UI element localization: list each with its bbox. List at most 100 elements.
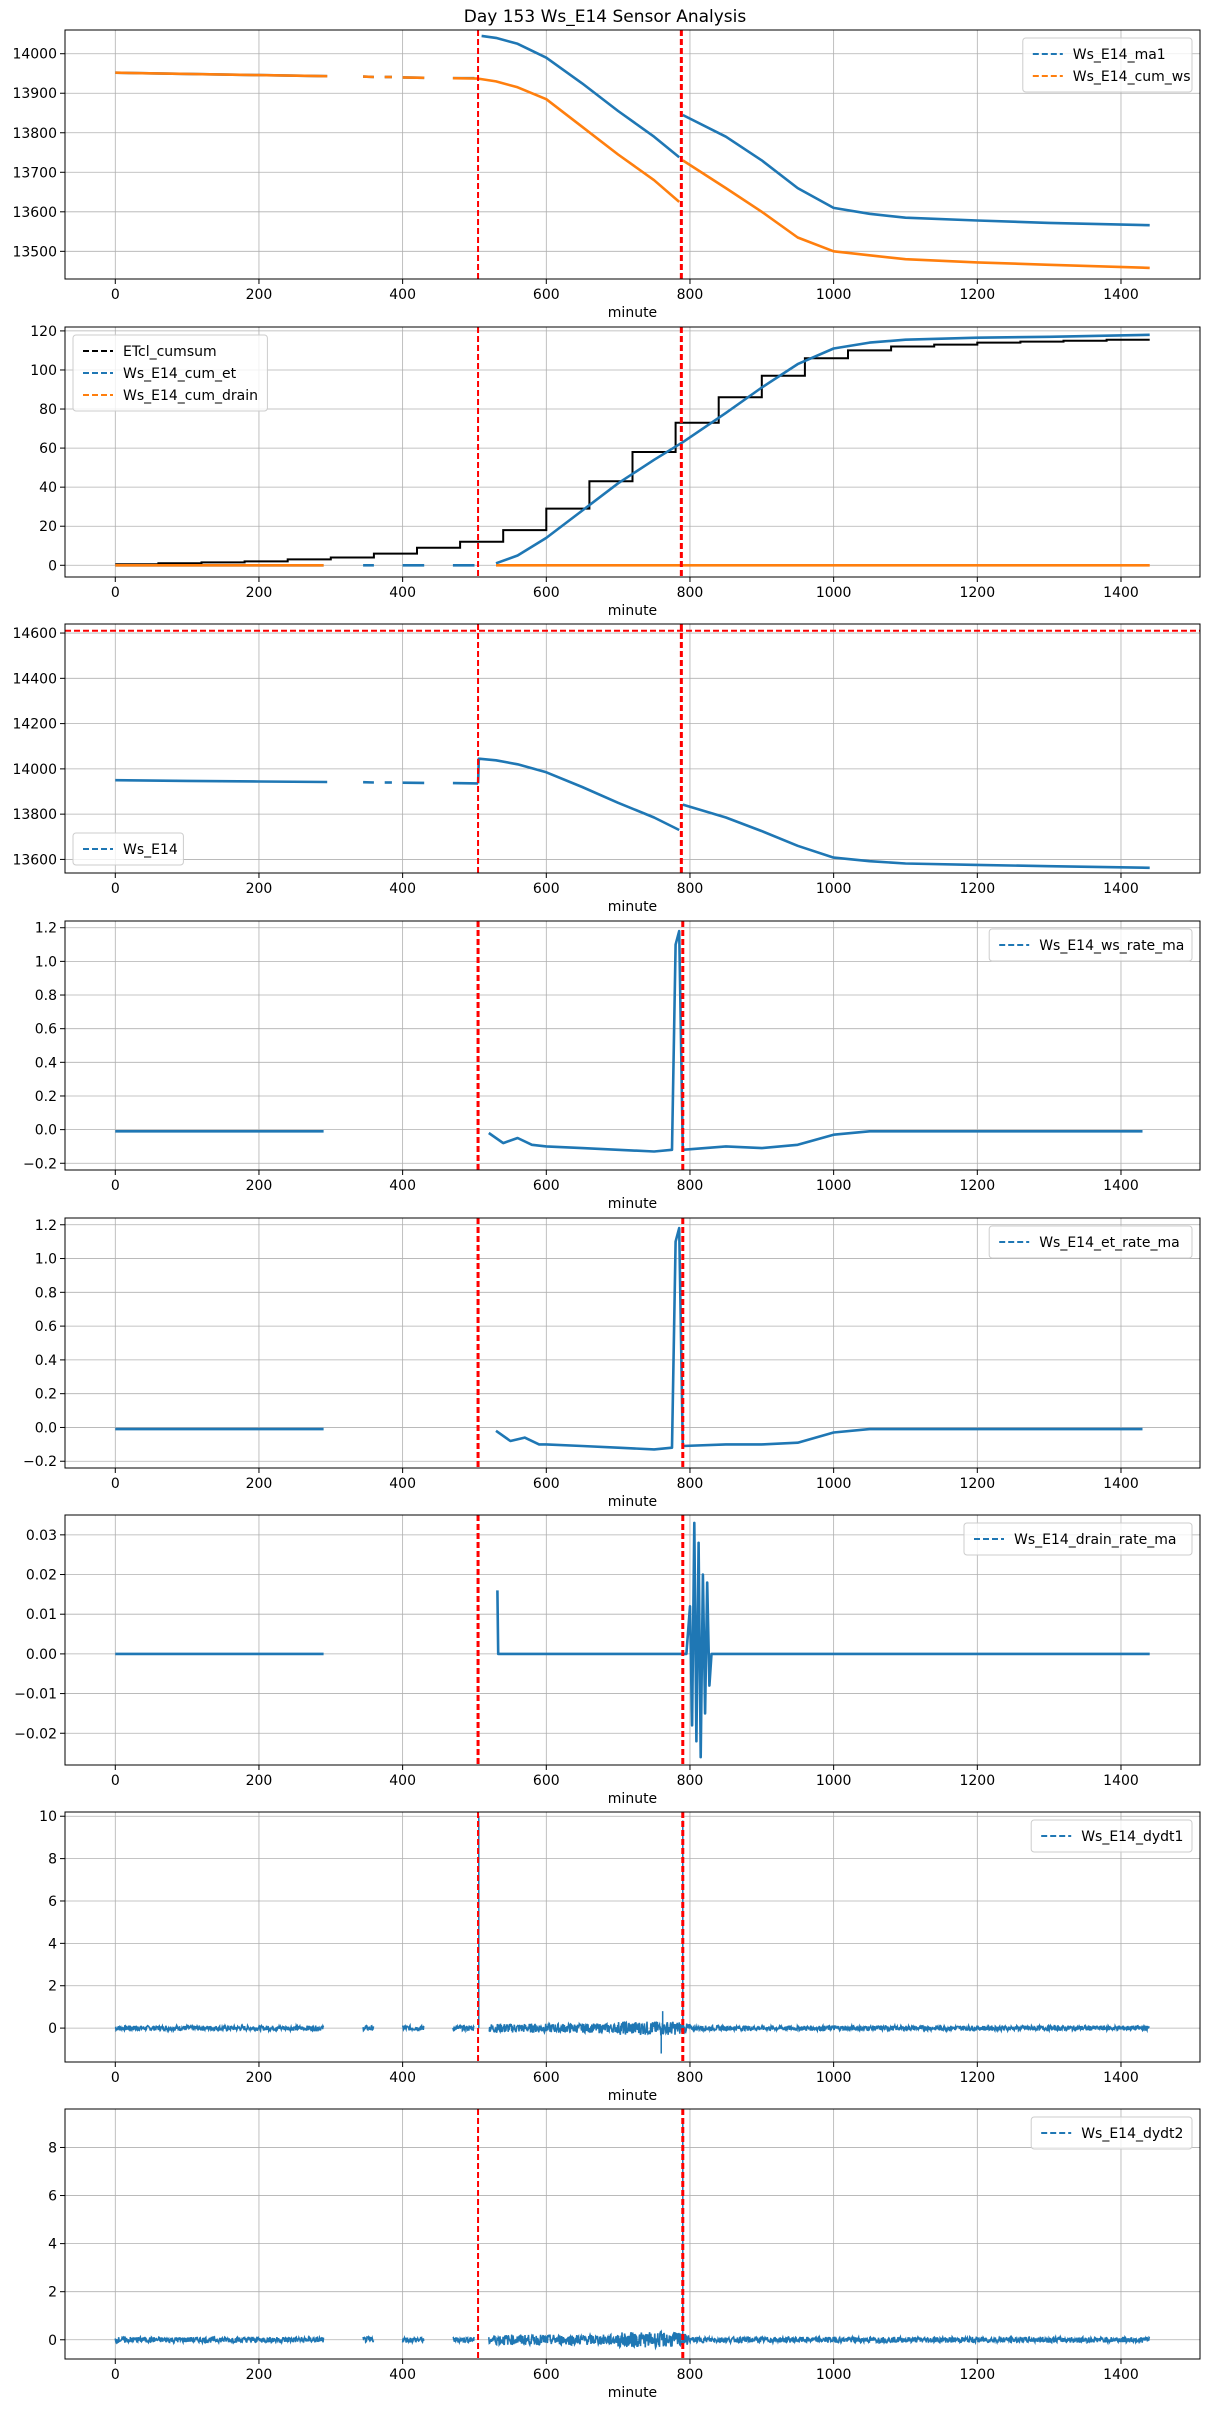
series-Ws_E14 — [115, 757, 1150, 870]
series-line — [452, 2023, 475, 2034]
legend-entry: Ws_E14_ma1 — [1073, 47, 1166, 63]
x-tick-label: 200 — [246, 1476, 273, 1492]
y-tick-label: 4 — [48, 2237, 57, 2253]
chart-panel-7: 0 200 400 600 800 1000 1200 1400 0 2 4 6 8 10 minute Ws… — [39, 1809, 1201, 2104]
series-Ws_E14_cum_ws — [115, 71, 1150, 270]
y-tick-label: 14200 — [12, 717, 57, 733]
series-Ws_E14_dydt2 — [114, 2118, 1151, 2351]
y-tick-label: 0.8 — [35, 1285, 57, 1301]
x-tick-label: 1200 — [959, 2367, 995, 2383]
y-tick-label: 100 — [30, 363, 57, 379]
y-tick-label: 1.0 — [35, 954, 57, 970]
x-tick-label: 1200 — [959, 1476, 995, 1492]
x-tick-label: 1400 — [1103, 287, 1139, 303]
legend: Ws_E14_dydt2 — [1030, 2116, 1193, 2150]
axes-frame — [64, 1811, 1201, 2063]
y-tick-label: 1.0 — [35, 1252, 57, 1268]
series-line — [496, 1521, 1150, 1759]
x-tick-label: 1000 — [816, 585, 852, 601]
y-tick-label: 0.2 — [35, 1089, 57, 1105]
y-tick-label: 40 — [39, 480, 57, 496]
y-tick-label: 14400 — [12, 671, 57, 687]
legend-box — [963, 1522, 1193, 1556]
x-tick-label: 200 — [246, 1773, 273, 1789]
y-tick-label: 13800 — [12, 807, 57, 823]
series-ETcl_cumsum — [115, 338, 1150, 566]
legend-entry: Ws_E14_drain_rate_ma — [1014, 1532, 1176, 1548]
x-tick-label: 800 — [677, 1178, 704, 1194]
x-tick-label: 1400 — [1103, 881, 1139, 897]
axes-frame — [64, 326, 1201, 578]
series-Ws_E14_et_rate_ma — [115, 1226, 1143, 1451]
legend-box — [988, 928, 1193, 962]
x-tick-label: 800 — [677, 585, 704, 601]
x-tick-label: 1000 — [816, 1773, 852, 1789]
series-line — [114, 2022, 325, 2034]
y-tick-label: 80 — [39, 402, 57, 418]
y-tick-label: 14000 — [12, 762, 57, 778]
legend: Ws_E14_ws_rate_ma — [988, 928, 1193, 962]
x-tick-label: 1200 — [959, 881, 995, 897]
series-line — [488, 2329, 1151, 2351]
legend-box — [1030, 2116, 1193, 2150]
series-line — [452, 2335, 475, 2346]
legend-entry: Ws_E14_ws_rate_ma — [1039, 938, 1184, 954]
y-tick-label: 120 — [30, 324, 57, 340]
series-line — [362, 2024, 375, 2033]
plot-area — [114, 1812, 1150, 2062]
x-tick-label: 400 — [389, 881, 416, 897]
series-line — [682, 159, 1150, 270]
series-line — [477, 77, 681, 203]
x-tick-label: 1000 — [816, 1178, 852, 1194]
x-tick-label: 400 — [389, 1773, 416, 1789]
y-tick-label: 0.4 — [35, 1055, 57, 1071]
x-tick-label: 600 — [533, 585, 560, 601]
axes-frame — [64, 1217, 1201, 1469]
y-tick-label: 2 — [48, 2285, 57, 2301]
legend: Ws_E14_drain_rate_ma — [963, 1522, 1193, 1556]
x-tick-label: 200 — [246, 2367, 273, 2383]
series-line — [495, 333, 1150, 565]
x-tick-label: 0 — [111, 287, 120, 303]
y-tick-label: 0.0 — [35, 1123, 57, 1139]
axes-frame — [64, 2108, 1201, 2360]
axes-frame — [64, 1514, 1201, 1766]
x-tick-label: 400 — [389, 2070, 416, 2086]
chart-panel-8: 0 200 400 600 800 1000 1200 1400 0 2 4 6 8 minute Ws_E… — [48, 2108, 1201, 2401]
legend-box — [988, 1225, 1193, 1259]
x-axis-label: minute — [608, 603, 657, 619]
x-tick-label: 1000 — [816, 881, 852, 897]
y-tick-label: 13500 — [12, 244, 57, 260]
axes-frame — [64, 29, 1201, 280]
x-tick-label: 800 — [677, 287, 704, 303]
x-axis-label: minute — [608, 2385, 657, 2401]
y-tick-label: 14600 — [12, 626, 57, 642]
y-tick-label: 13600 — [12, 852, 57, 868]
x-tick-label: 600 — [533, 2367, 560, 2383]
x-tick-label: 1400 — [1103, 1773, 1139, 1789]
series-line — [362, 2334, 375, 2344]
series-line — [488, 2020, 1150, 2036]
y-tick-label: 13600 — [12, 205, 57, 221]
x-axis-label: minute — [608, 305, 657, 321]
y-tick-label: 1.2 — [35, 1218, 57, 1234]
plot-area — [115, 1515, 1150, 1765]
x-tick-label: 1400 — [1103, 2070, 1139, 2086]
legend: Ws_E14_ma1 Ws_E14_cum_ws — [1022, 37, 1193, 93]
x-tick-label: 200 — [246, 585, 273, 601]
y-tick-label: 60 — [39, 441, 57, 457]
series-line — [488, 929, 1143, 1153]
x-tick-label: 0 — [111, 1178, 120, 1194]
x-axis-label: minute — [608, 2088, 657, 2104]
x-tick-label: 200 — [246, 287, 273, 303]
x-tick-label: 600 — [533, 1178, 560, 1194]
x-tick-label: 0 — [111, 881, 120, 897]
x-tick-label: 400 — [389, 1476, 416, 1492]
x-tick-label: 200 — [246, 881, 273, 897]
y-tick-label: 10 — [39, 1809, 57, 1825]
x-tick-label: 1200 — [959, 2070, 995, 2086]
series-Ws_E14_ma1 — [115, 34, 1150, 227]
plot-area — [115, 30, 1150, 279]
series-line — [401, 2335, 425, 2346]
y-tick-label: −0.01 — [14, 1687, 57, 1703]
